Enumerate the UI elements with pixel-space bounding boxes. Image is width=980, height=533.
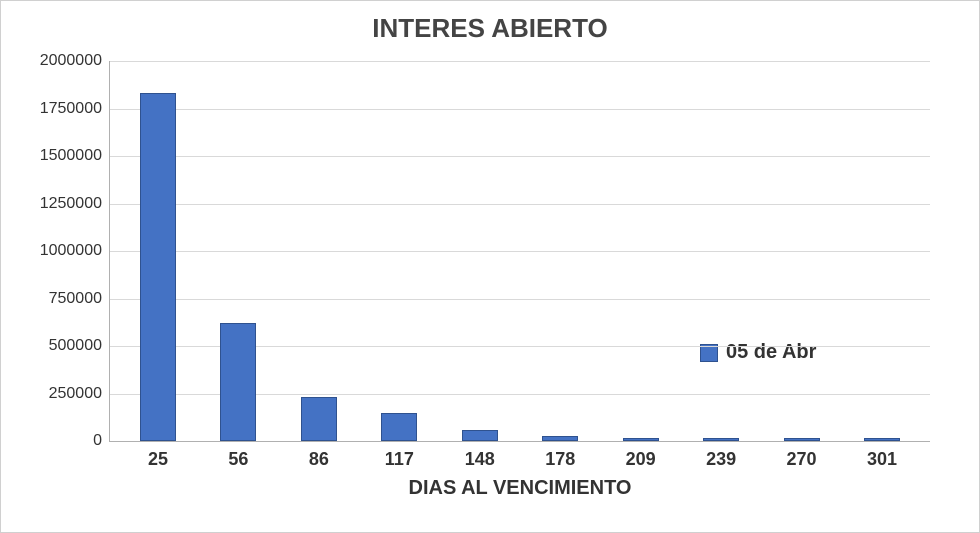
bar [703, 438, 739, 441]
x-tick-label: 25 [148, 449, 168, 470]
plot-area: 05 de Abr DIAS AL VENCIMIENTO 0250000500… [109, 61, 930, 442]
x-tick-label: 209 [626, 449, 656, 470]
chart-title: INTERES ABIERTO [1, 13, 979, 44]
bar [220, 323, 256, 441]
bar-slot [462, 61, 498, 441]
x-tick-label: 301 [867, 449, 897, 470]
bar-slot [140, 61, 176, 441]
bar-slot [301, 61, 337, 441]
y-tick-label: 1500000 [40, 147, 102, 165]
chart-container: INTERES ABIERTO 05 de Abr DIAS AL VENCIM… [0, 0, 980, 533]
bar-slot [381, 61, 417, 441]
bar-slot [784, 61, 820, 441]
x-tick-label: 178 [545, 449, 575, 470]
bar-slot [623, 61, 659, 441]
bar-slot [220, 61, 256, 441]
x-tick-label: 239 [706, 449, 736, 470]
bar [381, 413, 417, 442]
x-tick-label: 117 [385, 449, 414, 470]
bar [623, 438, 659, 441]
bar-slot [703, 61, 739, 441]
bar-slot [864, 61, 900, 441]
y-tick-label: 1250000 [40, 195, 102, 213]
x-tick-label: 56 [228, 449, 248, 470]
y-tick-label: 750000 [49, 290, 102, 308]
y-tick-label: 2000000 [40, 52, 102, 70]
x-tick-label: 148 [465, 449, 495, 470]
bar [140, 93, 176, 441]
bar [462, 430, 498, 441]
bar [864, 438, 900, 441]
x-tick-label: 270 [787, 449, 817, 470]
x-tick-label: 86 [309, 449, 329, 470]
y-tick-label: 0 [93, 432, 102, 450]
bar [301, 397, 337, 441]
y-tick-label: 250000 [49, 385, 102, 403]
y-tick-label: 500000 [49, 337, 102, 355]
bar [784, 438, 820, 441]
bar [542, 436, 578, 441]
x-axis-title: DIAS AL VENCIMIENTO [110, 477, 930, 500]
bar-slot [542, 61, 578, 441]
y-tick-label: 1750000 [40, 100, 102, 118]
y-tick-label: 1000000 [40, 242, 102, 260]
